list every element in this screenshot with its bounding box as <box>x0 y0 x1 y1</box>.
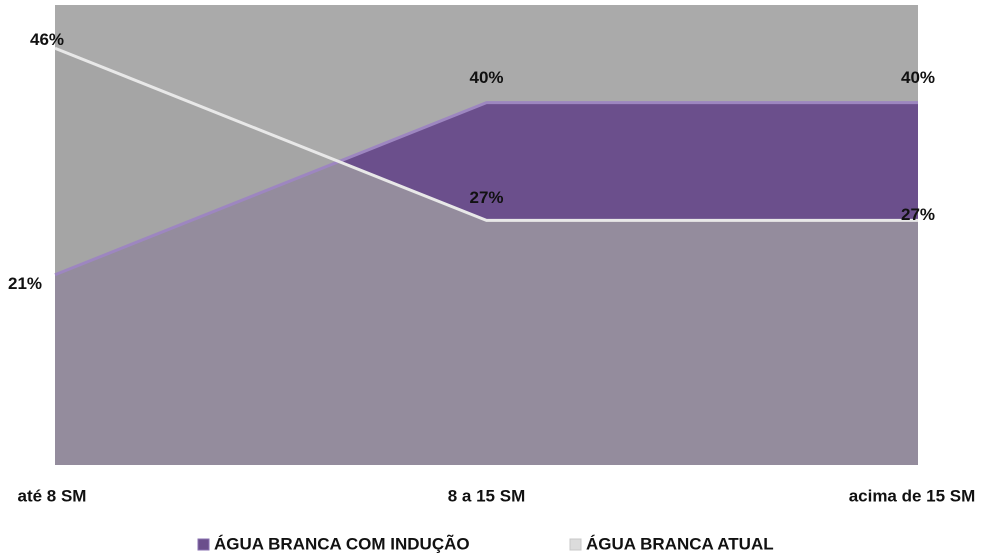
legend-label: ÁGUA BRANCA ATUAL <box>586 534 774 553</box>
x-tick-label: até 8 SM <box>18 486 87 505</box>
data-label: 46% <box>30 30 64 49</box>
line <box>54 46 918 222</box>
line <box>54 101 918 277</box>
legend-swatch <box>569 538 582 551</box>
legend-label: ÁGUA BRANCA COM INDUÇÃO <box>214 533 470 553</box>
data-label: 27% <box>901 205 935 224</box>
data-label: 21% <box>8 274 42 293</box>
data-label: 40% <box>469 68 503 87</box>
area <box>55 48 918 465</box>
legend-swatch <box>197 538 210 551</box>
data-label: 27% <box>469 188 503 207</box>
x-tick-label: acima de 15 SM <box>849 486 976 505</box>
data-label: 40% <box>901 68 935 87</box>
x-tick-label: 8 a 15 SM <box>448 486 526 505</box>
